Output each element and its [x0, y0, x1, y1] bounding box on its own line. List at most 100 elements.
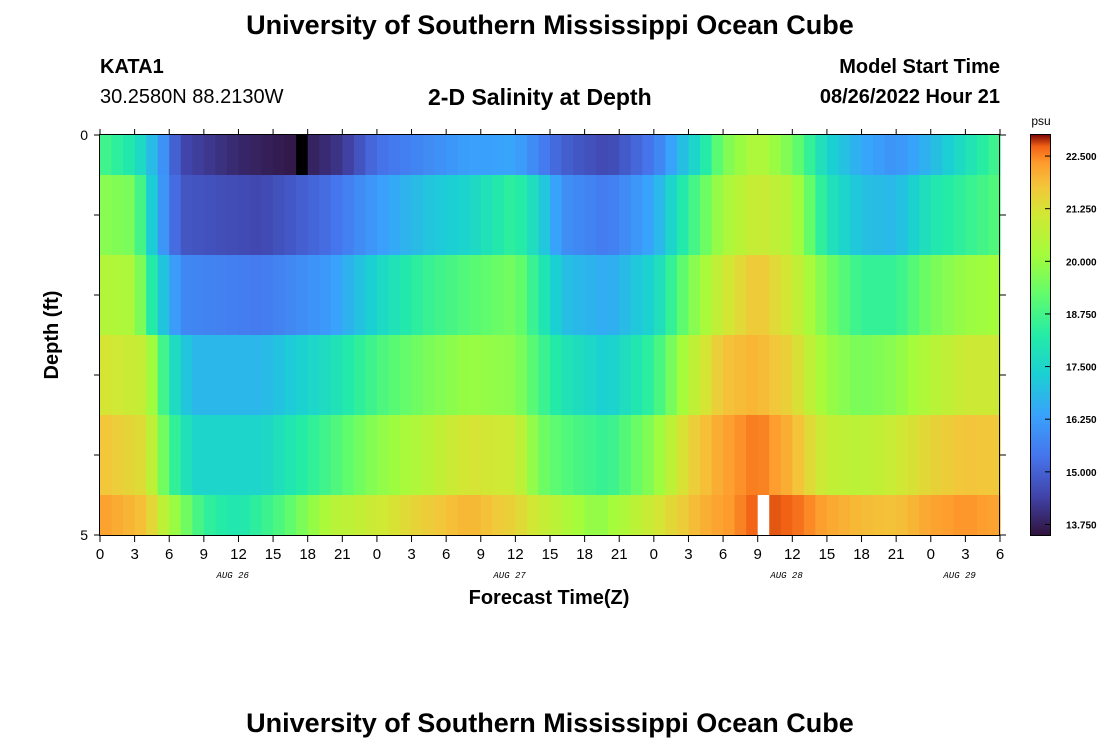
heatmap-cell	[365, 135, 378, 175]
heatmap-cell	[861, 495, 874, 535]
heatmap-cell	[815, 135, 828, 175]
heatmap-cell	[873, 175, 886, 255]
heatmap-cell	[723, 495, 736, 535]
heatmap-cell	[965, 135, 978, 175]
heatmap-cell	[896, 415, 909, 495]
heatmap-cell	[607, 255, 620, 335]
heatmap-cell	[596, 495, 609, 535]
heatmap-cell	[584, 495, 597, 535]
heatmap-cell	[850, 175, 863, 255]
heatmap-cell	[330, 415, 343, 495]
heatmap-cell	[226, 135, 240, 175]
model-start-time: 08/26/2022 Hour 21	[819, 86, 1000, 108]
y-axis-label: Depth (ft)	[41, 291, 63, 380]
heatmap-cell	[538, 415, 551, 495]
heatmap-cell	[550, 495, 563, 535]
heatmap-cell	[665, 415, 678, 495]
heatmap-cell	[584, 135, 597, 175]
heatmap-cell	[734, 135, 747, 175]
heatmap-cell	[411, 175, 424, 255]
heatmap-cell	[676, 255, 690, 335]
heatmap-cell	[838, 255, 851, 335]
heatmap-cell	[319, 135, 332, 175]
heatmap-cell	[330, 255, 343, 335]
heatmap-cell	[769, 495, 782, 535]
heatmap-cell	[273, 135, 286, 175]
heatmap-cell	[192, 255, 205, 335]
heatmap-cell	[226, 495, 240, 535]
heatmap-cell	[584, 335, 597, 415]
heatmap-cell	[550, 335, 563, 415]
heatmap-cell	[157, 175, 170, 255]
heatmap-cell	[653, 335, 666, 415]
heatmap-cell	[169, 135, 182, 175]
heatmap-cell	[976, 335, 990, 415]
heatmap-cell	[111, 335, 124, 415]
colorbar-tick-label: 13.750	[1066, 520, 1097, 531]
heatmap-cell	[665, 255, 678, 335]
heatmap-cell	[630, 175, 643, 255]
heatmap-cell	[688, 495, 701, 535]
heatmap-cell	[169, 255, 182, 335]
heatmap-cell	[676, 175, 690, 255]
heatmap-cell	[400, 335, 413, 415]
heatmap-cell	[942, 415, 955, 495]
heatmap-cell	[388, 335, 401, 415]
heatmap-cell	[307, 255, 320, 335]
heatmap-cell	[480, 255, 493, 335]
heatmap-cell	[896, 495, 909, 535]
heatmap-cell	[134, 335, 147, 415]
heatmap-cell	[780, 135, 793, 175]
heatmap-cell	[238, 255, 251, 335]
heatmap-cell	[503, 135, 516, 175]
heatmap-cell	[157, 135, 170, 175]
heatmap-cell	[123, 335, 136, 415]
colorbar-tick-label: 20.000	[1066, 257, 1097, 268]
colorbar-tick-label: 21.250	[1066, 205, 1097, 216]
x-tick-label: 6	[442, 546, 450, 563]
heatmap-cell	[400, 415, 413, 495]
chart-title: 2-D Salinity at Depth	[428, 84, 652, 110]
heatmap-cell	[146, 175, 159, 255]
heatmap-cell	[896, 135, 909, 175]
heatmap-cells	[100, 135, 1001, 535]
heatmap-cell	[273, 495, 286, 535]
heatmap-cell	[526, 255, 540, 335]
heatmap-cell	[353, 335, 366, 415]
heatmap-cell	[146, 415, 159, 495]
heatmap-cell	[515, 335, 528, 415]
heatmap-cell	[573, 335, 586, 415]
heatmap-cell	[607, 135, 620, 175]
colorbar-tick-label: 15.000	[1066, 468, 1097, 479]
heatmap-cell	[676, 495, 690, 535]
heatmap-cell	[792, 335, 805, 415]
heatmap-cell	[480, 495, 493, 535]
heatmap-cell	[215, 495, 228, 535]
heatmap-cell	[953, 495, 966, 535]
heatmap-cell	[942, 175, 955, 255]
heatmap-cell	[157, 335, 170, 415]
heatmap-cell	[411, 255, 424, 335]
heatmap-cell	[734, 335, 747, 415]
heatmap-cell	[215, 255, 228, 335]
heatmap-cell	[411, 415, 424, 495]
heatmap-cell	[700, 255, 713, 335]
heatmap-cell	[492, 495, 505, 535]
colorbar-tick-label: 17.500	[1066, 363, 1097, 374]
heatmap-cell	[400, 135, 413, 175]
heatmap-cell	[538, 495, 551, 535]
heatmap-cell	[134, 495, 147, 535]
heatmap-cell	[134, 135, 147, 175]
heatmap-cell	[965, 335, 978, 415]
footer-title: University of Southern Mississippi Ocean…	[246, 708, 854, 738]
heatmap-cell	[226, 255, 240, 335]
heatmap-cell	[400, 175, 413, 255]
heatmap-cell	[123, 495, 136, 535]
heatmap-cell	[850, 415, 863, 495]
heatmap-cell	[296, 415, 309, 495]
heatmap-cell	[584, 175, 597, 255]
heatmap-cell	[803, 415, 816, 495]
heatmap-cell	[953, 135, 966, 175]
heatmap-cell	[376, 175, 390, 255]
heatmap-cell	[988, 495, 1001, 535]
